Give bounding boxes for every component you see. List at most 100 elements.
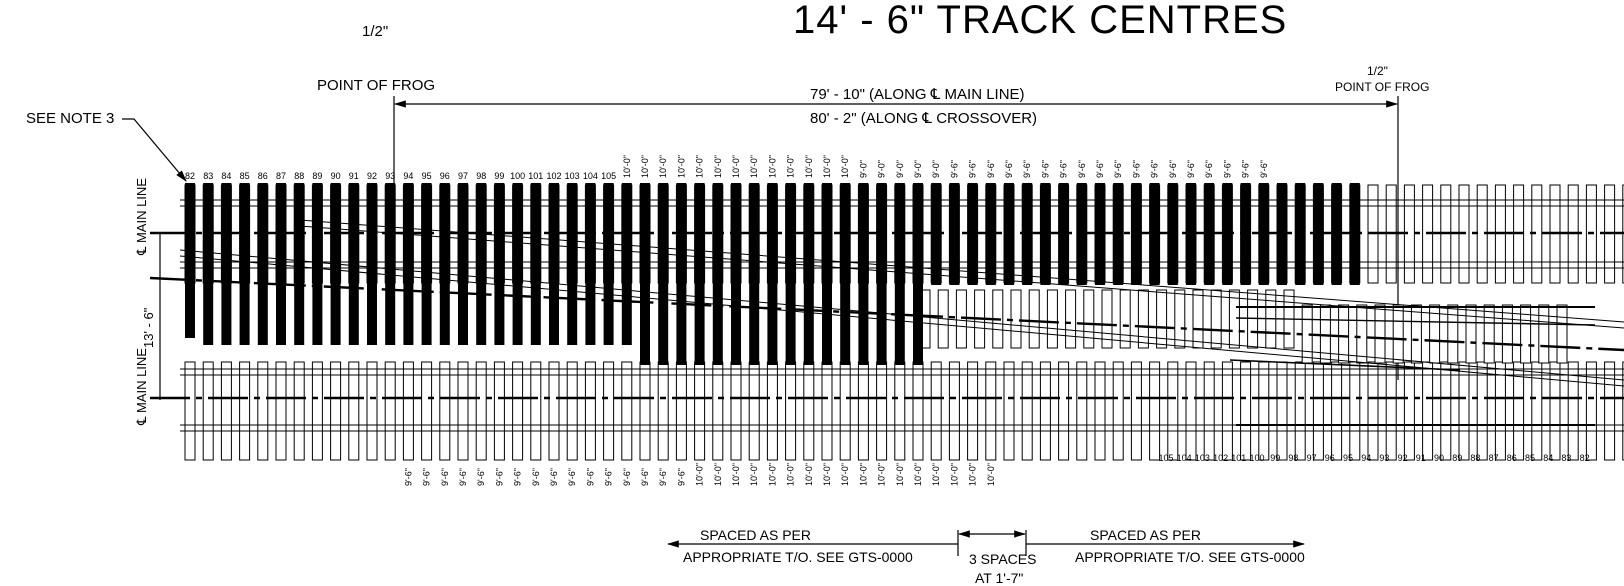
tie-length-top: 9'-6" — [1077, 160, 1087, 178]
tie-open-bottom — [967, 361, 979, 461]
tie-solid — [385, 183, 396, 345]
tie-length-top: 9'-6" — [1168, 160, 1178, 178]
tie-length-bottom: 9'-6" — [585, 468, 595, 486]
tie-length-top: 10'-0" — [640, 155, 650, 178]
tie-open-bottom — [1622, 361, 1624, 461]
tie-open-crossover — [1119, 289, 1131, 349]
tie-solid — [603, 183, 614, 345]
tie-solid — [785, 183, 796, 365]
tie-length-top: 9'-0" — [858, 160, 868, 178]
tie-length-bottom: 9'-6" — [658, 468, 668, 486]
tie-length-bottom: 10'-0" — [695, 463, 705, 486]
tie-number-top: 95 — [422, 171, 432, 181]
tie-solid — [257, 183, 268, 345]
tie-solid — [276, 183, 286, 345]
tie-open-crossover — [1501, 304, 1513, 364]
tie-length-bottom: 10'-0" — [804, 463, 814, 486]
tie-open-bottom — [202, 361, 214, 461]
tie-open-bottom — [821, 361, 833, 461]
tie-open-crossover — [1137, 289, 1149, 349]
tie-number-bottom: 91 — [1416, 453, 1426, 463]
tie-length-bottom: 10'-0" — [968, 463, 978, 486]
tie-length-bottom: 10'-0" — [731, 463, 741, 486]
tie-open-bottom — [1531, 361, 1543, 461]
tie-number-bottom: 94 — [1361, 453, 1371, 463]
tie-number-top: 96 — [440, 171, 450, 181]
tie-open-bottom — [1422, 361, 1434, 461]
tie-solid — [749, 183, 760, 365]
tie-solid — [239, 183, 250, 345]
tie-open-crossover — [1447, 304, 1459, 364]
tie-solid — [676, 183, 687, 365]
tie-length-bottom: 9'-6" — [676, 468, 686, 486]
tie-open-bottom — [548, 361, 560, 461]
tie-length-top: 9'-6" — [1131, 160, 1141, 178]
tie-open-bottom — [475, 361, 487, 461]
tie-number-bottom: 101 — [1231, 453, 1246, 463]
tie-open-bottom — [948, 361, 960, 461]
tie-length-bottom: 9'-6" — [567, 468, 577, 486]
tie-open-bottom — [1585, 361, 1597, 461]
tie-number-bottom: 82 — [1580, 453, 1590, 463]
tie-open-bottom — [1240, 361, 1252, 461]
tie-number-top: 99 — [494, 171, 504, 181]
tie-number-top: 86 — [258, 171, 268, 181]
tie-open-bottom — [1276, 361, 1288, 461]
crossover-rail-1 — [179, 249, 1624, 381]
tie-open-bottom — [1076, 361, 1088, 461]
tie-length-bottom: 9'-6" — [440, 468, 450, 486]
tie-length-top: 9'-6" — [1241, 160, 1251, 178]
tie-open-crossover — [1319, 304, 1331, 364]
tie-open-crossover — [1374, 304, 1386, 364]
tie-length-bottom: 9'-6" — [458, 468, 468, 486]
rails — [149, 199, 1624, 432]
tie-number-top: 100 — [510, 171, 525, 181]
tie-open-bottom — [803, 361, 815, 461]
tie-length-top: 9'-0" — [931, 160, 941, 178]
tie-length-top: 9'-6" — [1222, 160, 1232, 178]
tie-length-bottom: 10'-0" — [931, 463, 941, 486]
tie-solid — [803, 183, 814, 365]
tie-number-bottom: 89 — [1452, 453, 1462, 463]
tie-length-bottom: 9'-6" — [476, 468, 486, 486]
tie-length-top: 10'-0" — [767, 155, 777, 178]
crossover-centreline — [149, 276, 1624, 352]
tie-number-top: 88 — [294, 171, 304, 181]
tie-open-bottom — [857, 361, 869, 461]
tie-solid — [658, 183, 669, 365]
tie-open-bottom — [657, 361, 669, 461]
tie-solid — [621, 183, 632, 345]
tie-number-bottom: 99 — [1270, 453, 1280, 463]
tie-length-top: 9'-6" — [949, 160, 959, 178]
tie-open-bottom — [1167, 361, 1179, 461]
tie-open-bottom — [584, 361, 596, 461]
tie-solid — [458, 183, 468, 345]
tie-open-bottom — [530, 361, 542, 461]
tie-open-bottom — [1185, 361, 1197, 461]
tie-number-top: 97 — [458, 171, 468, 181]
tie-solid — [294, 183, 305, 345]
tie-number-bottom: 100 — [1249, 453, 1264, 463]
tie-length-top: 9'-6" — [1204, 160, 1214, 178]
tie-number-bottom: 105 — [1158, 453, 1173, 463]
tie-open-bottom — [748, 361, 760, 461]
tie-open-bottom — [930, 361, 942, 461]
tie-solid — [221, 183, 232, 345]
tie-open-bottom — [621, 361, 633, 461]
tie-open-crossover — [1192, 289, 1204, 349]
tie-length-top: 9'-6" — [1259, 160, 1269, 178]
tie-solid — [767, 183, 778, 365]
tie-open-bottom — [639, 361, 651, 461]
cl-main-line-top-label: ℄ MAIN LINE — [134, 178, 149, 256]
tie-number-bottom: 90 — [1434, 453, 1444, 463]
tie-length-top: 10'-0" — [713, 155, 723, 178]
tie-length-bottom: 10'-0" — [767, 463, 777, 486]
tie-open-bottom — [1349, 361, 1361, 461]
tie-open-bottom — [1203, 361, 1215, 461]
tie-solid — [694, 183, 705, 365]
tie-open-crossover — [1410, 304, 1422, 364]
tie-number-top: 105 — [601, 171, 616, 181]
top-tie-length-labels: 10'-0" 10'-0" 10'-0" 10'-0" 10'-0" 10'-0" 10'-… — [622, 155, 1269, 178]
tie-number-bottom: 95 — [1343, 453, 1353, 463]
